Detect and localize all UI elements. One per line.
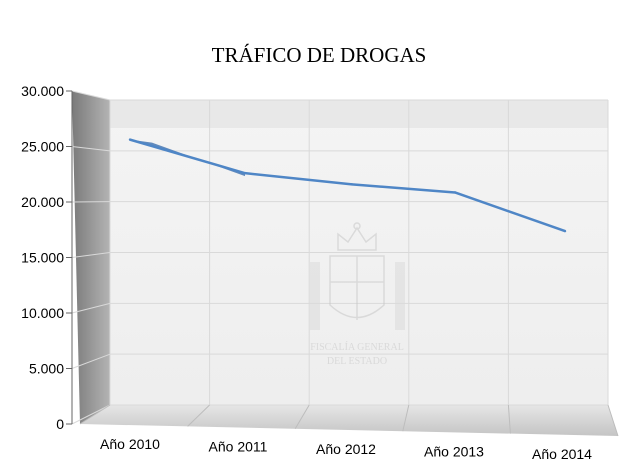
x-tick-label: Año 2014 (532, 446, 592, 462)
floor-line (294, 404, 310, 430)
x-tick-label: Año 2010 (100, 436, 160, 452)
x-axis-ticks: Año 2010 Año 2011 Año 2012 Año 2013 Año 2014 (100, 436, 592, 462)
watermark-line1: FISCALÍA GENERAL (310, 341, 404, 353)
pillars-icon (310, 262, 405, 330)
floor-line (507, 404, 511, 434)
x-tick-label: Año 2013 (424, 444, 484, 460)
grid-lines (71, 90, 619, 437)
floor-line (79, 404, 111, 425)
series-layer (128, 138, 567, 233)
y-tick-label: 25.000 (21, 139, 64, 155)
chart-title: TRÁFICO DE DROGAS (212, 43, 427, 67)
grid-side-line (71, 252, 111, 258)
watermark-seal: FISCALÍA GENERAL DEL ESTADO (310, 222, 405, 367)
floor-line (607, 404, 619, 437)
grid-side-line (71, 353, 111, 369)
x-tick-label: Año 2011 (209, 439, 268, 455)
floor-line (187, 404, 210, 427)
shield-icon (329, 255, 385, 320)
y-tick-label: 15.000 (21, 250, 64, 266)
data-point (128, 138, 132, 141)
data-point (563, 229, 567, 233)
y-tick-label: 20.000 (21, 194, 64, 210)
x-tick-label: Año 2012 (316, 441, 376, 457)
grid-side-line (71, 146, 111, 152)
grid-side-line (71, 302, 111, 314)
floor-line (402, 404, 410, 432)
y-tick-label: 10.000 (21, 305, 64, 321)
floor (80, 405, 618, 436)
grid-side-line (71, 90, 111, 101)
data-point (453, 191, 457, 194)
y-tick-label: 0 (56, 416, 64, 432)
grid-side-line (71, 404, 111, 425)
watermark-line2: DEL ESTADO (327, 356, 387, 367)
y-tick-label: 30.000 (21, 83, 64, 99)
y-axis-ticks: 0 5.000 10.000 15.000 20.000 25.000 30.000 (21, 83, 72, 432)
data-point (350, 183, 354, 186)
y-tick-label: 5.000 (29, 361, 64, 377)
side-wall (72, 91, 110, 424)
data-point (243, 171, 247, 175)
back-wall-top-band (110, 100, 608, 128)
crown-icon (337, 222, 377, 251)
